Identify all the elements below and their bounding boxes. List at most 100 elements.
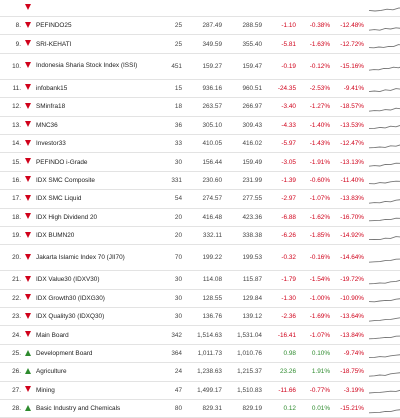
table-row[interactable]: 10. Indonesia Sharia Stock Index (ISSI) 45… (0, 53, 400, 80)
index-name-link[interactable]: Jakarta Islamic Index 70 (JII70) (36, 253, 125, 261)
sparkline-cell (366, 362, 400, 382)
index-name-link[interactable]: Investor33 (36, 140, 66, 148)
table-row[interactable]: 20. Jakarta Islamic Index 70 (JII70) 70 199… (0, 244, 400, 272)
table-row[interactable]: 22. IDX Growth30 (IDXG30) 30 128.55 129.84 -1… (0, 289, 400, 309)
index-name-link[interactable]: SRI-KEHATI (36, 40, 72, 48)
trend-sparkline (368, 279, 400, 285)
index-name[interactable]: PEFINDO i-Grade (34, 152, 156, 172)
ytd-percent: -9.74% (332, 344, 366, 364)
last-value: 1,531.04 (224, 325, 264, 345)
table-row[interactable]: 26. Agriculture 24 1,238.63 1,215.37 23.26 1.9… (0, 362, 400, 382)
index-name[interactable]: Development Board (34, 344, 156, 364)
index-name-link[interactable]: IDX Quality30 (IDXQ30) (36, 313, 105, 321)
index-name[interactable]: Agriculture (34, 362, 156, 382)
table-row[interactable]: 19. IDX BUMN20 20 332.11 338.38 -6.26 -1.85% -1… (0, 226, 400, 246)
index-name-link[interactable]: SMinfra18 (36, 103, 66, 111)
index-name[interactable]: Mining (34, 381, 156, 401)
index-name[interactable] (34, 0, 156, 17)
table-row[interactable]: 12. SMinfra18 18 263.57 266.97 -3.40 -1.27% -18… (0, 97, 400, 117)
row-index: 14. (0, 134, 22, 154)
arrow-up-icon (25, 404, 31, 411)
table-row[interactable]: 25. Development Board 364 1,011.73 1,010.76 0… (0, 344, 400, 364)
index-name[interactable]: IDX BUMN20 (34, 226, 156, 246)
index-name[interactable]: MNC36 (34, 116, 156, 135)
index-name-link[interactable]: Agriculture (36, 368, 67, 376)
index-name-link[interactable]: IDX SMC Liquid (36, 195, 82, 203)
table-row[interactable] (0, 0, 400, 17)
index-name[interactable]: Investor33 (34, 134, 156, 154)
arrow-down-icon (25, 139, 31, 146)
index-name[interactable]: SRI-KEHATI (34, 34, 156, 54)
index-name-link[interactable]: IDX SMC Composite (36, 176, 95, 184)
index-name[interactable]: IDX Value30 (IDXV30) (34, 270, 156, 290)
index-name[interactable]: IDX Growth30 (IDXG30) (34, 289, 156, 309)
previous-value: 332.11 (184, 226, 224, 246)
change-value: -3.05 (264, 152, 298, 172)
index-name-link[interactable]: IDX High Dividend 20 (36, 213, 98, 221)
table-row[interactable]: 17. IDX SMC Liquid 54 274.57 277.55 -2.97 -1.0… (0, 189, 400, 209)
constituents-count: 451 (156, 53, 184, 80)
table-row[interactable]: 13. MNC36 36 305.10 309.43 -4.33 -1.40% -13.53% (0, 116, 400, 135)
ytd-percent: -15.21% (332, 399, 366, 418)
index-name[interactable]: IDX High Dividend 20 (34, 208, 156, 227)
index-name[interactable]: IDX SMC Liquid (34, 189, 156, 209)
index-name-link[interactable]: infobank15 (36, 84, 68, 92)
index-name-link[interactable]: Indonesia Sharia Stock Index (ISSI) (36, 62, 138, 70)
table-row[interactable]: 14. Investor33 33 410.05 416.02 -5.97 -1.43% -1… (0, 134, 400, 154)
index-name[interactable]: Jakarta Islamic Index 70 (JII70) (34, 244, 156, 272)
table-row[interactable]: 28. Basic Industry and Chemicals 80 829.31 8… (0, 399, 400, 418)
ytd-percent: -19.72% (332, 270, 366, 290)
index-name[interactable]: PEFINDO25 (34, 16, 156, 36)
index-name[interactable]: Basic Industry and Chemicals (34, 399, 156, 418)
arrow-up-icon (25, 349, 31, 356)
table-row[interactable]: 23. IDX Quality30 (IDXQ30) 30 136.76 139.12-… (0, 307, 400, 327)
index-name-link[interactable]: PEFINDO25 (36, 22, 72, 30)
constituents-count: 33 (156, 134, 184, 154)
index-name[interactable]: IDX Quality30 (IDXQ30) (34, 307, 156, 327)
ytd-percent: -18.75% (332, 362, 366, 382)
index-name[interactable]: Main Board (34, 325, 156, 345)
index-name-link[interactable]: Development Board (36, 350, 93, 358)
constituents-count: 20 (156, 208, 184, 227)
last-value: 115.87 (224, 270, 264, 290)
arrow-down-icon (25, 275, 31, 282)
index-name[interactable]: SMinfra18 (34, 97, 156, 117)
previous-value: 156.44 (184, 152, 224, 172)
table-row[interactable]: 8. PEFINDO25 25 287.49 288.59 -1.10 -0.38% -12.… (0, 16, 400, 36)
table-row[interactable]: 27. Mining 47 1,499.17 1,510.83 -11.66 -0.77% -… (0, 381, 400, 401)
table-row[interactable]: 24. Main Board 342 1,514.63 1,531.04 -16.41 -1… (0, 325, 400, 345)
table-row[interactable]: 11. infobank15 15 936.16 960.51 -24.35 -2.53% -… (0, 79, 400, 99)
table-row[interactable]: 21. IDX Value30 (IDXV30) 30 114.08 115.87 -1.… (0, 270, 400, 290)
index-name-link[interactable]: MNC36 (36, 121, 58, 129)
ytd-percent: -9.41% (332, 79, 366, 99)
last-value: 159.47 (224, 53, 264, 80)
previous-value: 159.27 (184, 53, 224, 80)
table-row[interactable]: 18. IDX High Dividend 20 20 416.48 423.36 -6.… (0, 208, 400, 227)
row-index: 28. (0, 399, 22, 418)
index-name-link[interactable]: Mining (36, 386, 55, 394)
index-name-link[interactable]: IDX Growth30 (IDXG30) (36, 294, 105, 302)
trend-line (368, 353, 400, 358)
index-name[interactable]: infobank15 (34, 79, 156, 99)
sparkline-cell (366, 344, 400, 364)
previous-value: 410.05 (184, 134, 224, 154)
index-name-link[interactable]: PEFINDO i-Grade (36, 158, 88, 166)
ytd-percent: -15.16% (332, 53, 366, 80)
direction-cell (22, 171, 34, 191)
table-row[interactable]: 15. PEFINDO i-Grade 30 156.44 159.49 -3.05 -1.… (0, 152, 400, 172)
index-name-link[interactable]: Basic Industry and Chemicals (36, 405, 121, 413)
previous-value: 349.59 (184, 34, 224, 54)
row-index: 25. (0, 344, 22, 364)
table-row[interactable]: 9. SRI-KEHATI 25 349.59 355.40 -5.81 -1.63% -12… (0, 34, 400, 54)
arrow-down-icon (25, 21, 31, 28)
index-name-link[interactable]: IDX Value30 (IDXV30) (36, 276, 100, 284)
direction-cell (22, 381, 34, 401)
index-name[interactable]: IDX SMC Composite (34, 171, 156, 191)
index-name-link[interactable]: IDX BUMN20 (36, 232, 75, 240)
index-name[interactable]: Indonesia Sharia Stock Index (ISSI) (34, 53, 156, 80)
direction-cell (22, 16, 34, 36)
sparkline-cell (366, 208, 400, 227)
trend-line (368, 217, 400, 222)
index-name-link[interactable]: Main Board (36, 331, 69, 339)
table-row[interactable]: 16. IDX SMC Composite 331 230.60 231.99 -1.39… (0, 171, 400, 191)
